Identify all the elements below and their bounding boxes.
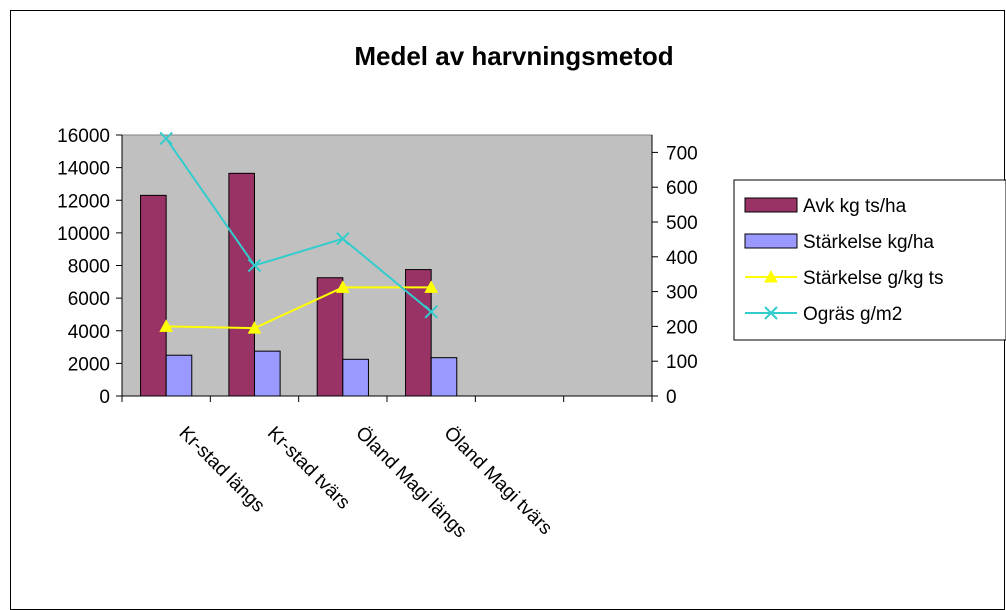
point-ogr-s-g-m2 <box>424 305 438 319</box>
point-st-rkelse-g-kg-ts <box>247 321 262 334</box>
point-ogr-s-g-m2-stroke <box>336 231 350 246</box>
x-axis-category-label: Kr-stad tvärs <box>263 423 354 514</box>
left-axis-tick-label: 6000 <box>68 289 110 310</box>
point-ogr-s-g-m2-stroke <box>424 305 438 319</box>
right-axis-tick-label: 500 <box>666 213 698 234</box>
left-axis-tick-label: 8000 <box>68 257 110 278</box>
point-st-rkelse-g-kg-ts <box>335 280 350 293</box>
right-axis-tick-label: 300 <box>666 283 698 304</box>
right-axis-tick-label: 200 <box>666 317 698 338</box>
left-axis-tick-label: 14000 <box>57 159 110 180</box>
right-axis-tick-label: 0 <box>666 387 677 408</box>
point-ogr-s-g-m2 <box>159 131 173 146</box>
right-axis-tick-label: 100 <box>666 352 698 373</box>
legend: Avk kg ts/ha Stärkelse kg/ha Stärkelse g/k… <box>733 179 1006 341</box>
legend-marker-ogr-s-g-m2 <box>764 306 778 320</box>
right-axis-tick-label: 400 <box>666 248 698 269</box>
line-ogr-s-g-m2 <box>165 137 432 313</box>
legend-swatch-avk-kg-ts-ha <box>744 197 798 213</box>
point-ogr-s-g-m2 <box>336 231 350 246</box>
bar-st-rkelse-kg-ha <box>342 358 369 397</box>
right-axis-tick-label: 700 <box>666 143 698 164</box>
right-axis-tick-label: 600 <box>666 178 698 199</box>
legend-label-ogr-s-g-m2: Ogräs g/m2 <box>803 304 902 325</box>
bar-avk-kg-ts-ha <box>228 172 255 397</box>
point-st-rkelse-g-kg-ts <box>424 280 439 293</box>
legend-swatch-st-rkelse-kg-ha <box>744 233 798 249</box>
plot-area <box>121 134 653 397</box>
chart-title: Medel av harvningsmetod <box>354 41 673 71</box>
legend-label-avk-kg-ts-ha: Avk kg ts/ha <box>803 196 907 217</box>
legend-marker-st-rkelse-g-kg-ts <box>764 269 778 283</box>
bar-avk-kg-ts-ha <box>316 277 344 397</box>
left-axis-tick-label: 0 <box>99 387 110 408</box>
point-ogr-s-g-m2 <box>247 258 262 273</box>
bar-st-rkelse-kg-ha <box>165 354 193 397</box>
point-st-rkelse-g-kg-ts <box>159 319 174 332</box>
legend-label-st-rkelse-kg-ha: Stärkelse kg/ha <box>803 232 934 253</box>
point-ogr-s-g-m2-stroke <box>247 258 262 273</box>
left-axis-tick-label: 4000 <box>68 322 110 343</box>
left-axis-tick-label: 16000 <box>57 126 110 147</box>
bar-st-rkelse-kg-ha <box>430 357 458 397</box>
left-axis-tick-label: 2000 <box>68 354 110 375</box>
bar-avk-kg-ts-ha <box>140 194 167 397</box>
left-axis-tick-label: 10000 <box>57 224 110 245</box>
line-st-rkelse-g-kg-ts <box>166 286 432 330</box>
legend-marker-ogr-s-g-m2-stroke <box>764 306 778 320</box>
x-axis-category-label: Kr-stad längs <box>175 423 269 517</box>
point-ogr-s-g-m2-stroke <box>159 131 173 146</box>
legend-label-st-rkelse-g-kg-ts: Stärkelse g/kg ts <box>803 268 943 289</box>
left-axis-tick-label: 12000 <box>57 191 110 212</box>
bar-st-rkelse-kg-ha <box>254 350 281 397</box>
